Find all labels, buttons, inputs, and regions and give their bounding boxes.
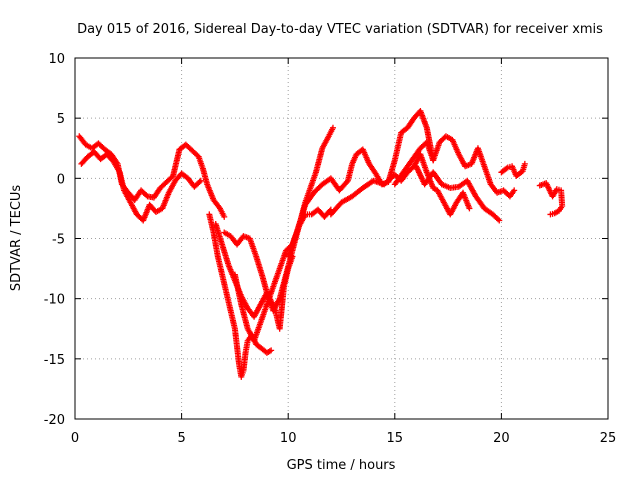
series-track-9 bbox=[391, 133, 518, 200]
y-axis-label: SDTVAR / TECUs bbox=[9, 185, 24, 292]
series-track-7 bbox=[285, 107, 437, 260]
x-tick-label: 20 bbox=[493, 431, 510, 446]
data-point bbox=[511, 187, 518, 194]
series-track-2 bbox=[78, 148, 204, 224]
data-point bbox=[547, 211, 554, 218]
series-track-1 bbox=[76, 133, 228, 220]
y-tick-label: 0 bbox=[57, 172, 65, 187]
y-tick-label: -5 bbox=[52, 233, 65, 248]
data-point bbox=[197, 177, 204, 184]
data-point bbox=[329, 124, 336, 131]
series-track-8 bbox=[327, 151, 473, 218]
x-tick-label: 10 bbox=[280, 431, 297, 446]
y-tick-label: 5 bbox=[57, 112, 65, 127]
data-point bbox=[466, 205, 473, 212]
grid bbox=[75, 58, 608, 419]
series-track-12 bbox=[536, 180, 566, 218]
data-point bbox=[268, 347, 275, 354]
series-track-10 bbox=[413, 163, 503, 224]
series-track-3 bbox=[206, 211, 275, 380]
data-point bbox=[196, 178, 203, 185]
y-tick-label: -20 bbox=[44, 413, 65, 428]
x-tick-label: 25 bbox=[600, 431, 617, 446]
data-series bbox=[76, 107, 566, 380]
y-tick-label: 10 bbox=[48, 52, 65, 67]
x-tick-label: 5 bbox=[177, 431, 185, 446]
y-tick-label: -15 bbox=[44, 353, 65, 368]
x-axis-label: GPS time / hours bbox=[287, 458, 396, 473]
data-point bbox=[221, 213, 228, 220]
y-tick-label: -10 bbox=[44, 293, 65, 308]
data-point bbox=[503, 165, 510, 172]
x-tick-label: 15 bbox=[387, 431, 404, 446]
series-track-11 bbox=[498, 160, 528, 179]
data-point bbox=[521, 160, 528, 167]
plot-frame bbox=[74, 57, 609, 420]
series-track-6 bbox=[231, 206, 334, 344]
x-tick-label: 0 bbox=[71, 431, 79, 446]
chart-title: Day 015 of 2016, Sidereal Day-to-day VTE… bbox=[77, 22, 603, 37]
data-point bbox=[494, 216, 501, 223]
data-point bbox=[496, 217, 503, 224]
axis-ticks: 0 5 10 15 20 25 -20 -15 -10 -5 0 5 10 bbox=[44, 52, 617, 446]
